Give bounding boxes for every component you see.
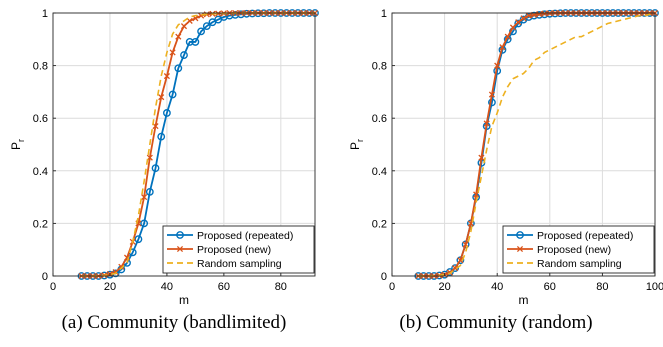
- y-axis-label-subscript: r: [16, 139, 26, 142]
- data-point-repeated: [202, 22, 211, 31]
- data-point-new: [536, 10, 543, 18]
- y-tick-label: 1: [381, 8, 387, 20]
- y-axis-label-subscript: r: [355, 139, 365, 142]
- data-point-new: [158, 94, 165, 101]
- data-point-repeated: [197, 27, 205, 36]
- data-point-repeated: [191, 38, 200, 46]
- y-tick-label: 0.8: [372, 61, 387, 73]
- y-axis-label-main: P: [348, 142, 362, 150]
- x-tick-label: 80: [275, 281, 287, 293]
- x-tick-label: 0: [389, 281, 395, 293]
- y-tick-label: 0.4: [372, 166, 387, 178]
- data-point-new: [457, 257, 464, 264]
- legend-marker-circle: [176, 231, 184, 239]
- data-point-new: [452, 265, 459, 272]
- legend-label-1: Proposed (new): [197, 244, 271, 256]
- caption-a: (a) Community (bandlimited): [61, 312, 287, 333]
- data-point-new: [499, 44, 506, 51]
- x-tick-label: 60: [218, 281, 230, 293]
- x-tick-label: 20: [104, 281, 116, 293]
- data-point-repeated: [145, 187, 154, 196]
- y-axis-label-main: P: [9, 142, 23, 150]
- data-point-repeated: [514, 19, 523, 28]
- data-point-new: [163, 73, 170, 80]
- data-point-new: [118, 263, 125, 270]
- x-tick-label: 40: [161, 281, 173, 293]
- data-point-new: [525, 12, 532, 19]
- data-point-new: [541, 10, 548, 17]
- x-tick-label: 100: [646, 281, 663, 293]
- data-point-new: [478, 154, 485, 161]
- data-point-new: [520, 15, 527, 22]
- x-tick-label: 0: [50, 281, 56, 293]
- data-point-new: [509, 24, 517, 31]
- data-point-repeated: [174, 64, 183, 73]
- legend-label-0: Proposed (repeated): [197, 230, 293, 242]
- y-tick-label: 0: [381, 271, 387, 283]
- legend-marker-x: [176, 245, 184, 253]
- legend-label-2: Random sampling: [197, 258, 282, 270]
- data-point-repeated: [180, 51, 188, 59]
- chart-panel-b: 0 20 40 60 80 100 0 0.2 0.4 0.6 0.8 1 m Pr Proposed (r…: [348, 8, 663, 307]
- legend-label-1: Proposed (new): [537, 244, 611, 256]
- y-axis-label: Pr: [348, 139, 365, 150]
- x-axis-label: m: [519, 293, 529, 307]
- x-axis-label: m: [179, 293, 189, 307]
- data-point-new: [169, 49, 176, 56]
- data-point-new: [152, 123, 159, 130]
- y-tick-label: 0.6: [372, 113, 387, 125]
- data-point-repeated: [163, 109, 171, 117]
- data-point-new: [175, 33, 182, 40]
- series-line-2: [81, 12, 315, 277]
- caption-b: (b) Community (random): [399, 312, 593, 333]
- legend-marker-circle: [516, 231, 524, 239]
- axes-box: [52, 12, 316, 277]
- data-point-repeated: [157, 132, 166, 141]
- data-point-new: [186, 17, 193, 24]
- data-point-new: [515, 19, 522, 26]
- data-point-new: [494, 62, 501, 69]
- data-point-repeated: [151, 164, 160, 173]
- chart-panel-a: 0 20 40 60 80 0 0.2 0.4 0.6 0.8 1 m Pr Proposed (repe…: [9, 8, 319, 307]
- x-tick-label: 60: [544, 281, 556, 293]
- y-tick-label: 0.4: [33, 166, 48, 178]
- data-point-new: [504, 33, 511, 40]
- x-tick-label: 20: [438, 281, 450, 293]
- x-tick-label: 40: [491, 281, 503, 293]
- data-point-new: [198, 12, 205, 19]
- data-point-repeated: [168, 90, 177, 99]
- data-point-repeated: [185, 38, 194, 46]
- data-point-new: [215, 10, 222, 17]
- legend-label-0: Proposed (repeated): [537, 230, 633, 242]
- y-tick-label: 0.2: [33, 218, 48, 230]
- y-tick-label: 0: [42, 271, 48, 283]
- data-point-repeated: [456, 256, 465, 265]
- data-point-new: [141, 194, 148, 201]
- y-axis-label: Pr: [9, 139, 26, 150]
- legend-marker-x: [516, 245, 524, 253]
- y-tick-label: 1: [42, 8, 48, 20]
- data-point-new: [488, 91, 495, 98]
- data-point-new: [180, 23, 188, 30]
- series-line-2: [418, 12, 656, 277]
- y-tick-label: 0.2: [372, 218, 387, 230]
- data-point-repeated: [451, 264, 460, 273]
- data-point-repeated: [140, 219, 149, 228]
- axes-box: [391, 12, 656, 277]
- y-tick-label: 0.6: [33, 113, 48, 125]
- x-tick-label: 80: [596, 281, 608, 293]
- data-point-new: [483, 120, 490, 127]
- data-point-new: [473, 191, 480, 198]
- legend-label-2: Random sampling: [537, 258, 622, 270]
- y-tick-label: 0.8: [33, 61, 48, 73]
